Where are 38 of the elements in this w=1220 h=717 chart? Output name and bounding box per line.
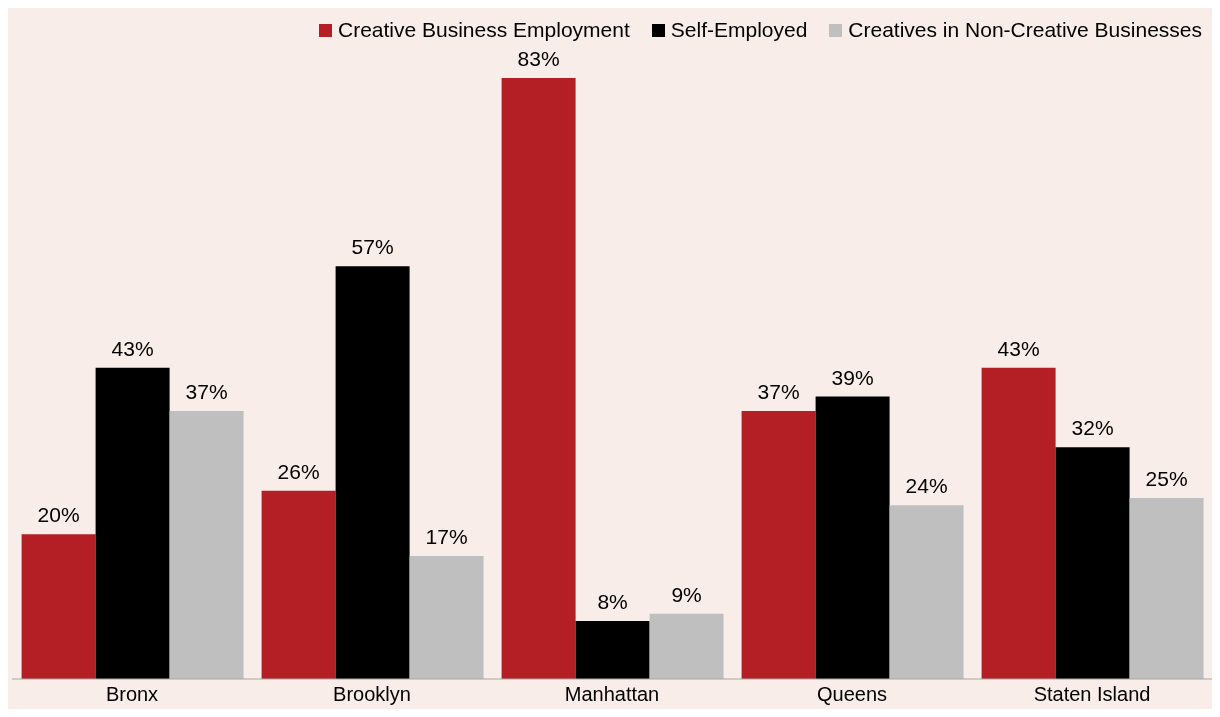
bar [169, 411, 244, 679]
x-tick-label: Queens [816, 683, 888, 706]
bar [981, 367, 1056, 679]
bar [501, 78, 576, 679]
legend-label: Creative Business Employment [337, 18, 630, 42]
data-label: 37% [185, 380, 228, 404]
bar [21, 534, 96, 679]
data-label: 25% [1145, 466, 1188, 490]
data-label: 20% [37, 503, 80, 527]
bar [649, 613, 724, 679]
bar [409, 555, 484, 679]
bar [1129, 497, 1204, 679]
data-label: 39% [831, 365, 874, 389]
bar [1055, 447, 1130, 679]
bar [335, 266, 410, 679]
x-tick-label: Brooklyn [333, 683, 411, 706]
data-label: 43% [111, 336, 154, 360]
x-tick-label: Staten Island [1033, 683, 1151, 706]
data-label: 43% [997, 336, 1040, 360]
bar [741, 411, 816, 679]
data-label: 8% [597, 590, 628, 614]
legend-label: Self-Employed [669, 18, 808, 42]
x-tick-label: Bronx [105, 683, 159, 706]
bar [575, 621, 650, 679]
data-label: 9% [671, 582, 702, 606]
bar [815, 396, 890, 679]
data-label: 17% [425, 524, 468, 548]
bar [95, 367, 170, 679]
data-label: 37% [757, 380, 800, 404]
bar [889, 505, 964, 679]
data-label: 26% [277, 459, 320, 483]
data-label: 24% [905, 474, 948, 498]
legend-label: Creatives in Non-Creative Businesses [847, 18, 1202, 42]
x-tick-label: Manhattan [564, 683, 660, 706]
data-label: 32% [1071, 416, 1114, 440]
bar [261, 490, 336, 679]
data-label: 83% [517, 47, 560, 70]
data-label: 57% [351, 235, 394, 259]
